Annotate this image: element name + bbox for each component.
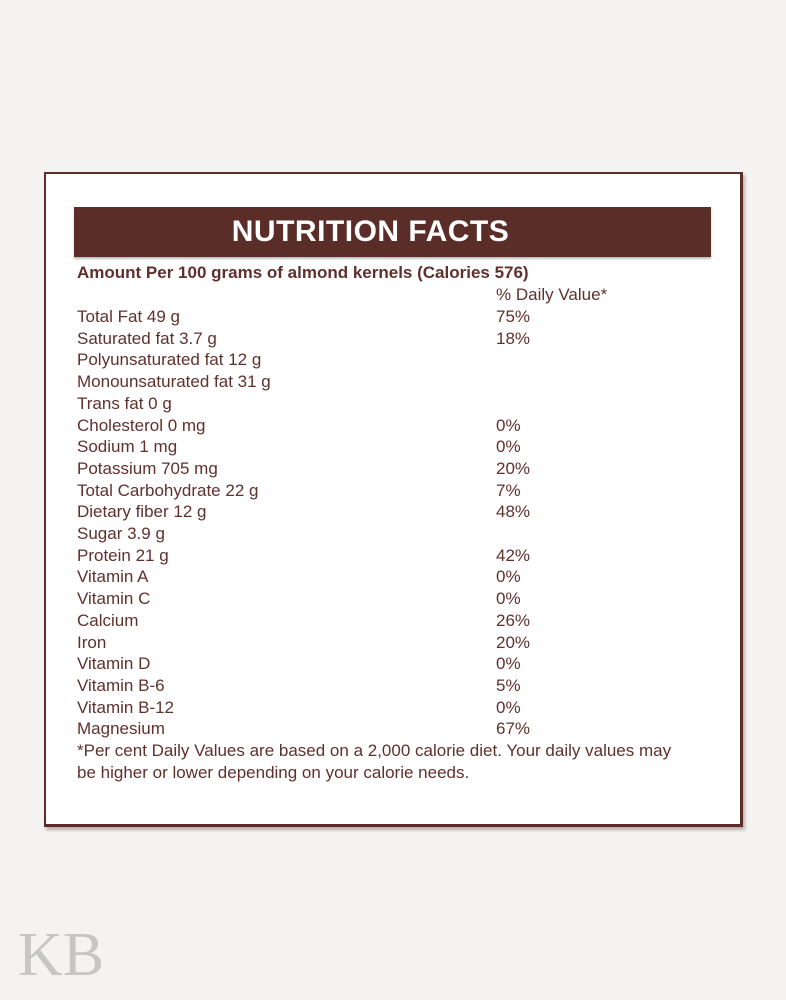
daily-value-column-header: % Daily Value* [496,285,608,304]
nutrient-row: Cholesterol 0 mg 0% [77,415,720,437]
nutrient-row: Sugar 3.9 g [77,523,720,545]
nutrient-daily-value: 48% [496,502,531,522]
nutrient-name: Calcium [77,610,139,630]
nutrient-daily-value: 5% [496,675,521,695]
nutrient-row: Vitamin B-6 5% [77,675,720,697]
nutrient-name: Vitamin B-12 [77,697,175,717]
nutrient-row: Vitamin B-12 0% [77,697,720,719]
nutrient-daily-value: 20% [496,632,531,652]
nutrient-row: Calcium 26% [77,610,720,632]
nutrient-row: Dietary fiber 12 g 48% [77,501,720,523]
nutrient-name: Monounsaturated fat 31 g [77,372,271,392]
nutrition-label-box: NUTRITION FACTS Amount Per 100 grams of … [44,172,743,827]
nutrient-row: Vitamin C 0% [77,588,720,610]
nutrient-row: Polyunsaturated fat 12 g [77,349,720,371]
nutrient-row: Saturated fat 3.7 g 18% [77,328,720,350]
nutrient-name: Trans fat 0 g [77,393,172,413]
nutrition-facts-title: NUTRITION FACTS [231,215,510,248]
nutrient-name: Potassium 705 mg [77,458,218,478]
nutrient-name: Polyunsaturated fat 12 g [77,350,262,370]
nutrient-daily-value: 26% [496,610,531,630]
nutrient-daily-value: 42% [496,545,531,565]
nutrient-daily-value: 20% [496,458,531,478]
daily-value-footnote: *Per cent Daily Values are based on a 2,… [77,741,672,783]
nutrition-label-content: Amount Per 100 grams of almond kernels (… [77,262,720,784]
nutrient-daily-value: 67% [496,719,531,739]
nutrient-daily-value: 0% [496,589,521,609]
nutrient-daily-value: 7% [496,480,521,500]
nutrient-daily-value: 0% [496,415,521,435]
nutrient-name: Cholesterol 0 mg [77,415,206,435]
nutrient-name: Vitamin C [77,589,151,609]
amount-per-line: Amount Per 100 grams of almond kernels (… [77,263,529,282]
nutrient-name: Iron [77,632,107,652]
nutrient-row: Magnesium 67% [77,718,720,740]
nutrient-name: Vitamin B-6 [77,675,165,695]
nutrient-daily-value: 0% [496,437,521,457]
nutrient-row: Trans fat 0 g [77,393,720,415]
nutrient-daily-value: 0% [496,654,521,674]
kb-watermark: KB [18,921,105,989]
nutrient-daily-value: 0% [496,567,521,587]
nutrient-daily-value: 0% [496,697,521,717]
nutrient-name: Saturated fat 3.7 g [77,328,217,348]
nutrient-row: Monounsaturated fat 31 g [77,371,720,393]
nutrient-name: Magnesium [77,719,165,739]
nutrient-row: Vitamin D 0% [77,653,720,675]
nutrient-name: Vitamin A [77,567,149,587]
nutrient-name: Sugar 3.9 g [77,524,165,544]
nutrient-name: Total Fat 49 g [77,307,181,326]
nutrient-row: Iron 20% [77,632,720,654]
nutrient-row: Potassium 705 mg 20% [77,458,720,480]
nutrient-daily-value: 18% [496,328,531,348]
nutrient-name: Protein 21 g [77,545,169,565]
nutrient-row: Sodium 1 mg 0% [77,436,720,458]
nutrient-name: Sodium 1 mg [77,437,178,457]
nutrient-row: Total Carbohydrate 22 g 7% [77,480,720,502]
nutrient-rows: Total Fat 49 g 75% Saturated fat 3.7 g 18% P… [77,306,720,740]
nutrient-name: Total Carbohydrate 22 g [77,480,259,500]
nutrient-row: Vitamin A 0% [77,566,720,588]
nutrient-name: Vitamin D [77,654,151,674]
nutrient-daily-value: 75% [496,307,531,326]
nutrition-facts-header-bar: NUTRITION FACTS [74,207,711,257]
nutrient-row: Protein 21 g 42% [77,545,720,567]
nutrient-name: Dietary fiber 12 g [77,502,207,522]
nutrient-row: Total Fat 49 g 75% [77,306,720,328]
